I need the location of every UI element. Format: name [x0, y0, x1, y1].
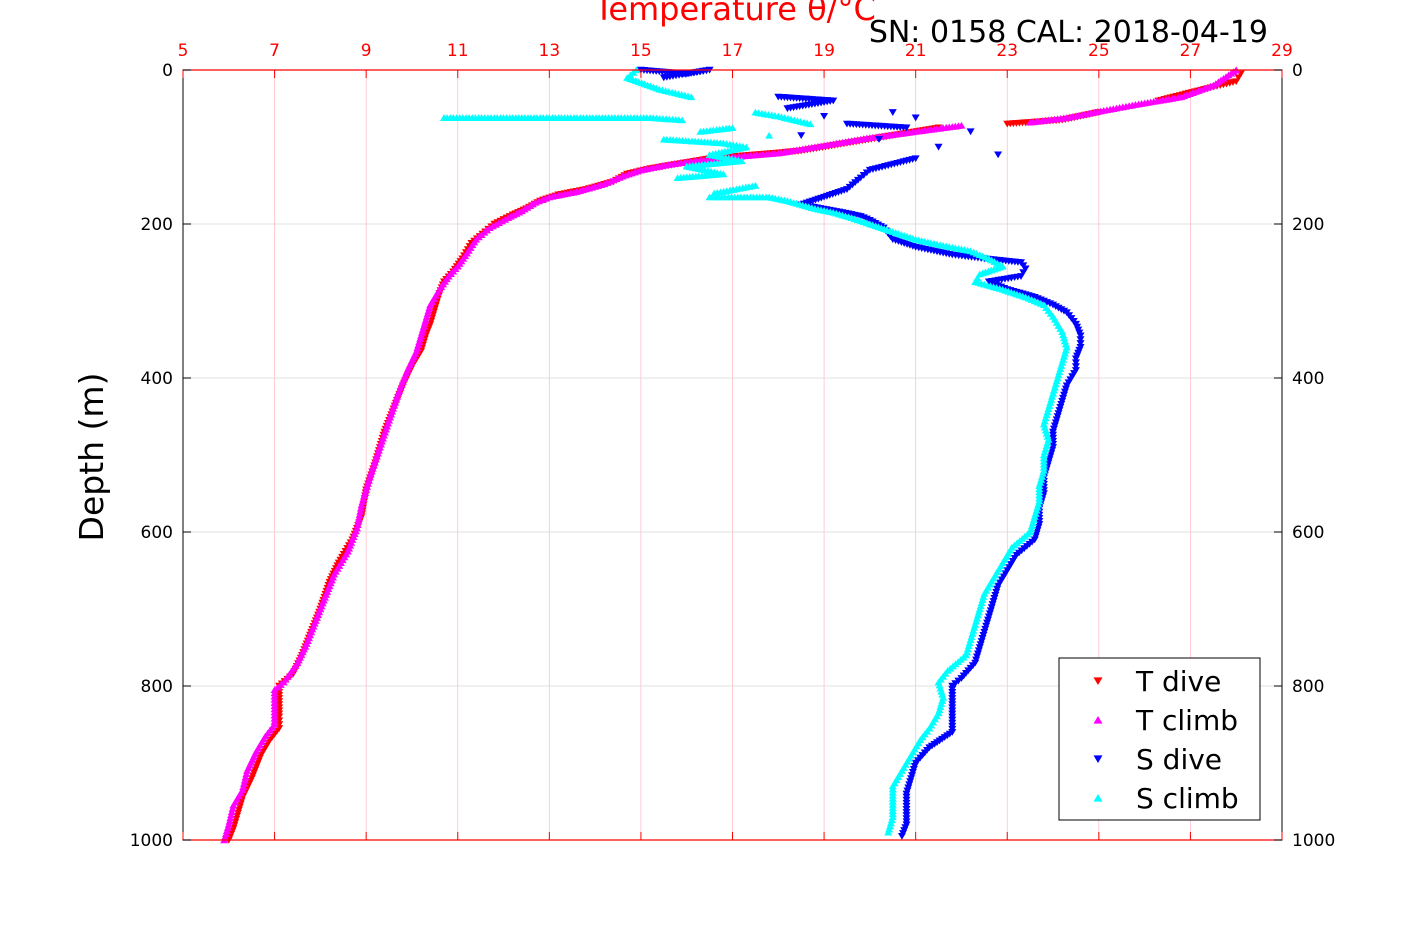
x-tick-label: 7 [269, 41, 280, 61]
legend-label: T dive [1135, 665, 1221, 698]
x-tick-label: 29 [1271, 41, 1293, 61]
data-point [1071, 355, 1080, 363]
legend-label: S climb [1136, 782, 1239, 815]
chart-subtitle: SN: 0158 CAL: 2018-04-19 [869, 15, 1268, 50]
x-tick-label: 15 [630, 41, 652, 61]
data-point [228, 804, 237, 812]
data-point [966, 128, 975, 136]
x-tick-label: 9 [361, 41, 372, 61]
x-tick-label: 13 [539, 41, 561, 61]
y-tick-label-left: 200 [141, 215, 173, 235]
x-tick-label: 23 [996, 41, 1018, 61]
data-point [1026, 118, 1035, 126]
legend-marker [1093, 715, 1103, 724]
y-tick-label-left: 600 [141, 523, 173, 543]
data-point [225, 817, 234, 825]
data-point [1076, 340, 1085, 347]
chart-title: Temperature θ/°C [593, 0, 876, 28]
data-point [240, 779, 249, 787]
data-point [902, 124, 911, 132]
x-tick-label: 19 [813, 41, 835, 61]
legend-entries: T dive T climb S dive S climb [1093, 665, 1239, 815]
data-point [911, 114, 920, 122]
data-point [242, 770, 251, 778]
data-point [356, 508, 365, 515]
data-point [229, 801, 238, 809]
data-point [1234, 74, 1243, 82]
data-point [673, 174, 682, 181]
data-point [806, 120, 815, 128]
data-point [678, 116, 687, 124]
x-tick-label: 17 [722, 41, 744, 61]
data-point [243, 767, 252, 774]
data-point [783, 105, 792, 113]
y-tick-label-right: 200 [1292, 215, 1324, 235]
series-t-climb [220, 66, 1241, 844]
x-tick-label: 11 [447, 41, 469, 61]
data-point [354, 514, 363, 522]
y-tick-label-left: 0 [162, 61, 173, 81]
legend: T dive T climb S dive S climb [1058, 657, 1261, 821]
data-point [1076, 336, 1085, 344]
y-axis-label: Depth (m) [72, 373, 111, 542]
y-tick-label-right: 1000 [1292, 831, 1335, 851]
data-point [659, 74, 668, 82]
data-point [994, 151, 1003, 159]
x-tick-label: 21 [905, 41, 927, 61]
data-point [241, 773, 250, 781]
data-point [353, 521, 362, 529]
y-tick-label-right: 800 [1292, 677, 1324, 697]
series-s-climb [440, 66, 1071, 836]
y-axis-ticks: 0 0 200 200 400 400 600 600 800 800 1000 1000 [130, 61, 1336, 851]
y-tick-label-left: 800 [141, 677, 173, 697]
x-tick-label: 27 [1180, 41, 1202, 61]
data-point [355, 511, 364, 519]
legend-marker [1093, 793, 1103, 802]
data-point [884, 828, 893, 836]
data-point [227, 808, 236, 815]
y-tick-label-left: 400 [141, 369, 173, 389]
data-point [227, 811, 236, 819]
data-point [888, 109, 897, 116]
y-tick-label-right: 400 [1292, 369, 1324, 389]
data-point [1019, 269, 1028, 277]
data-point [765, 131, 774, 139]
data-point [1076, 332, 1085, 340]
data-point [797, 132, 806, 140]
y-tick-label-left: 1000 [130, 831, 173, 851]
data-series-layer [220, 66, 1245, 844]
data-point [354, 517, 363, 525]
data-point [356, 504, 365, 512]
data-point [1071, 359, 1080, 367]
y-tick-label-right: 0 [1292, 61, 1303, 81]
legend-box [1058, 657, 1261, 821]
legend-label: T climb [1135, 704, 1238, 737]
x-axis-ticks: 5 7 9 11 13 15 17 19 21 23 25 27 29 [178, 41, 1293, 840]
data-point [934, 143, 943, 151]
data-point [1071, 363, 1080, 371]
data-point [696, 128, 705, 135]
data-point [687, 93, 696, 101]
data-point [357, 501, 366, 509]
data-point [897, 832, 906, 840]
y-tick-label-right: 600 [1292, 523, 1324, 543]
data-point [1003, 120, 1012, 128]
data-point [239, 783, 248, 790]
legend-marker [1093, 755, 1103, 764]
data-point [1021, 265, 1030, 273]
data-point [240, 776, 249, 784]
data-point [875, 136, 884, 143]
x-tick-label: 5 [178, 41, 189, 61]
legend-label: S dive [1136, 743, 1222, 776]
data-point [820, 113, 829, 120]
legend-marker [1093, 677, 1103, 686]
x-tick-label: 25 [1088, 41, 1110, 61]
data-point [226, 814, 235, 822]
